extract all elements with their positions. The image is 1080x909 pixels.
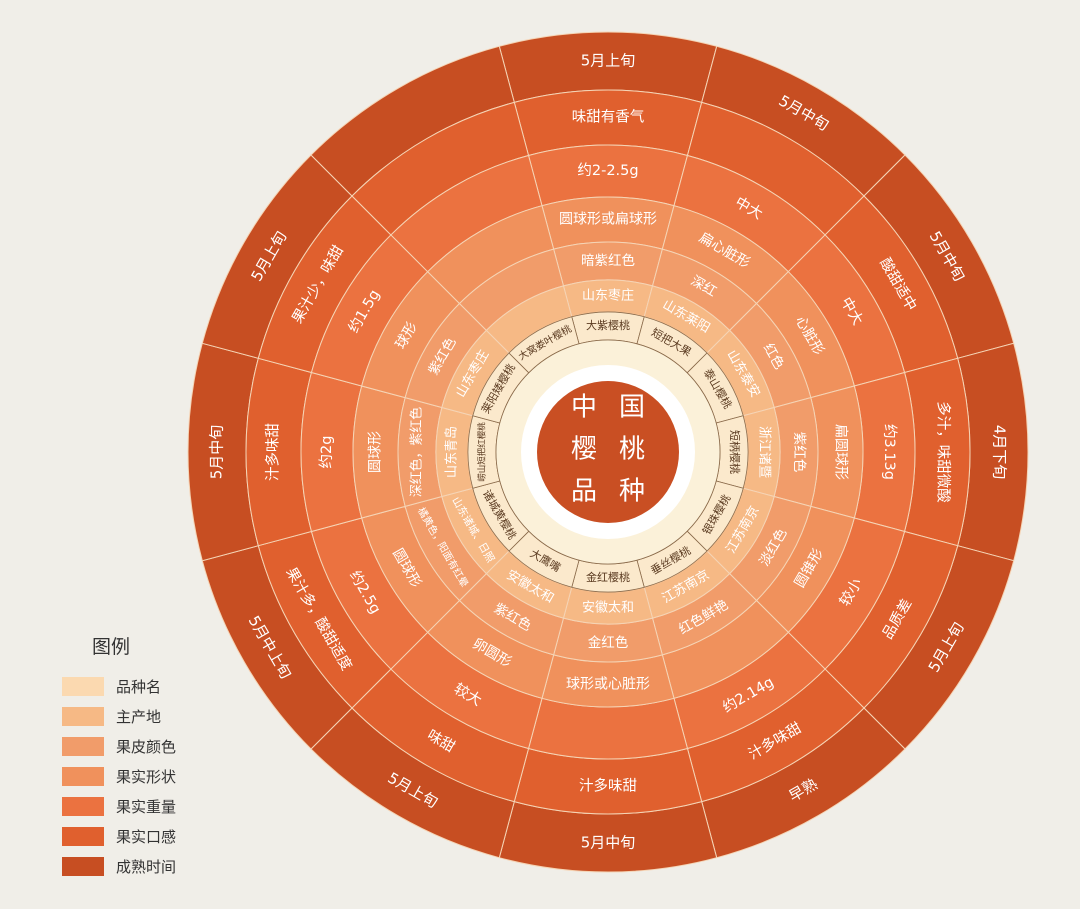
segment-label-skin: 深红色，紫红色 [409,407,425,497]
center-title-char: 国 [619,393,645,423]
legend-swatch [62,856,104,876]
segment-label-skin: 紫红色 [791,432,808,473]
legend-item: 果实口感 [62,821,176,851]
center-title-char: 桃 [619,435,645,465]
legend-swatch [62,706,104,726]
segment-label-weight: 约3.13g [881,424,898,480]
legend-item: 果实形状 [62,761,176,791]
segment-label-shape: 扁圆球形 [833,424,849,480]
legend-label: 果实形状 [116,767,177,786]
ring-taste [245,89,971,815]
segment-label-origin: 浙江诸暨 [757,426,772,478]
legend-swatch [62,736,104,756]
segment-label-origin: 山东青岛 [444,426,460,478]
legend: 图例 品种名主产地果皮颜色果实形状果实重量果实口感成熟时间 [62,632,176,881]
segment-label-weight: 约2-2.5g [577,162,638,179]
center-disc [537,381,679,523]
segment-label-shape: 圆球形或扁球形 [559,212,657,228]
legend-items: 品种名主产地果皮颜色果实形状果实重量果实口感成熟时间 [62,671,176,881]
legend-label: 主产地 [116,707,162,726]
segment-label-taste: 汁多味甜 [579,778,637,795]
segment-label-origin: 安徽太和 [582,601,634,616]
ring-skin [397,241,819,663]
legend-item: 成熟时间 [62,851,176,881]
segment-label-taste: 多汁，味甜微酸 [935,401,952,503]
legend-title: 图例 [92,636,131,658]
legend-item: 品种名 [62,671,176,701]
center-title-char: 品 [571,477,597,507]
ring-shape [352,196,864,708]
center-title-char: 中 [571,393,597,423]
segment-label-ripening: 5月中旬 [581,834,636,852]
legend-swatch [62,826,104,846]
hub-border [495,339,721,565]
legend-swatch [62,766,104,786]
center-title-char: 樱 [571,435,597,465]
segment-label-shape: 圆球形 [368,431,384,473]
segment-label-ripening: 5月中旬 [208,425,226,480]
legend-label: 果皮颜色 [116,737,177,756]
segment-label-name: 短柄樱桃 [728,430,742,474]
segment-label-name: 金红樱桃 [586,570,630,584]
legend-label: 果实重量 [116,797,177,816]
legend-item: 主产地 [62,701,176,731]
segment-label-name: 崂山短把红樱桃 [477,422,488,482]
legend-swatch [62,676,104,696]
legend-item: 果皮颜色 [62,731,176,761]
legend-label: 果实口感 [116,827,177,846]
segment-label-origin: 山东枣庄 [582,288,634,304]
segment-label-skin: 金红色 [588,634,629,651]
legend-label: 品种名 [116,677,162,696]
segment-label-weight: 约2g [318,436,335,469]
legend-swatch [62,796,104,816]
ring-ripening [187,31,1029,873]
segment-label-name: 大紫樱桃 [586,318,630,332]
center-title-char: 种 [619,477,645,507]
legend-item: 果实重量 [62,791,176,821]
segment-label-shape: 球形或心脏形 [566,677,650,693]
segment-label-ripening: 4月下旬 [991,425,1009,480]
ring-weight [300,144,916,760]
segment-label-skin: 暗紫红色 [581,252,635,269]
segment-label-taste: 汁多味甜 [265,423,282,481]
segment-label-taste: 味甜有香气 [572,109,645,126]
segment-label-ripening: 5月上旬 [581,52,636,70]
legend-label: 成熟时间 [116,857,177,876]
